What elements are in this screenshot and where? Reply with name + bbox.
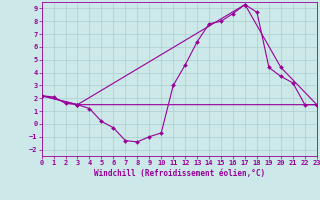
X-axis label: Windchill (Refroidissement éolien,°C): Windchill (Refroidissement éolien,°C) bbox=[94, 169, 265, 178]
